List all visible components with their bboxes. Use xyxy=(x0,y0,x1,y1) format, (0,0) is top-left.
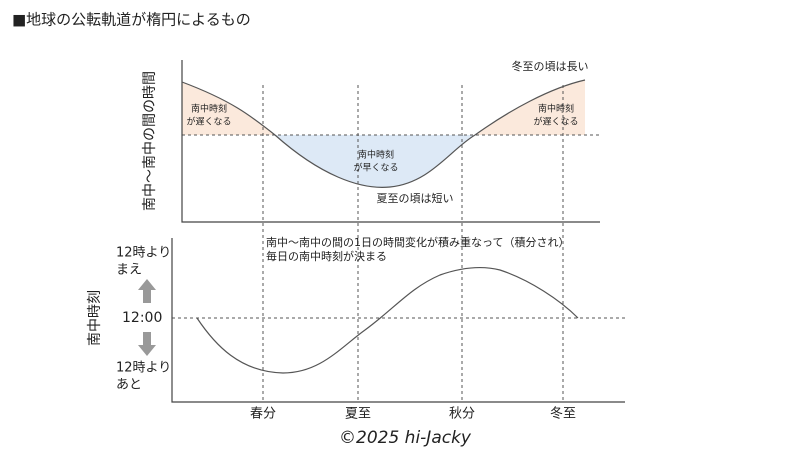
note: が遅くなる xyxy=(186,116,231,128)
curve xyxy=(181,79,586,188)
note: 夏至の頃は短い xyxy=(377,191,454,205)
x-label: 夏至 xyxy=(345,407,371,422)
label: 12:00 xyxy=(122,310,162,326)
note: 冬至の頃は長い xyxy=(512,59,589,73)
y-label: 南中～南中の間の時間 xyxy=(142,71,158,211)
down-arrow xyxy=(138,332,156,356)
credit: ©2025 hi-Jacky xyxy=(339,428,472,448)
axis xyxy=(181,60,600,223)
note: が遅くなる xyxy=(533,116,578,128)
note: が早くなる xyxy=(353,162,398,174)
label: あと xyxy=(116,378,142,393)
up-arrow xyxy=(138,279,156,303)
x-label: 春分 xyxy=(250,407,276,422)
label: 12時より xyxy=(116,361,171,376)
early-area xyxy=(275,135,475,188)
late-area xyxy=(475,80,585,135)
note: 南中時刻 xyxy=(538,103,574,115)
x-label: 秋分 xyxy=(449,407,475,422)
y-label: 南中時刻 xyxy=(87,290,103,346)
note: 南中時刻 xyxy=(358,149,394,161)
label: まえ xyxy=(116,263,142,278)
note: 南中～南中の間の1日の時間変化が積み重なって（積分され） xyxy=(266,235,569,249)
title: ■地球の公転軌道が楕円によるもの xyxy=(12,11,251,29)
axis xyxy=(171,238,625,403)
curve xyxy=(196,266,579,374)
note: 南中時刻 xyxy=(191,103,227,115)
x-label: 冬至 xyxy=(550,406,576,422)
note: 毎日の南中時刻が決まる xyxy=(266,249,387,263)
label: 12時より xyxy=(116,246,171,261)
late-area xyxy=(182,82,275,135)
